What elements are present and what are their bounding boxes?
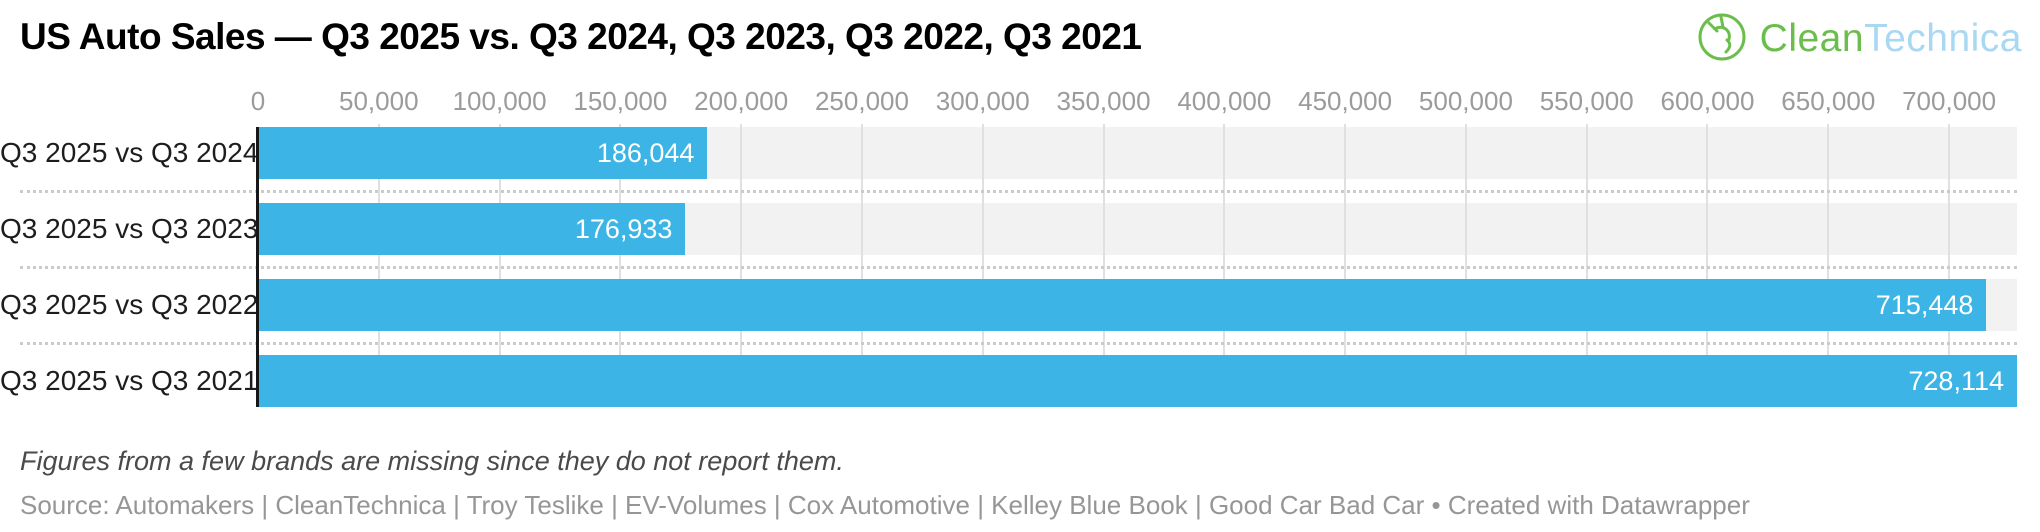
gridline (860, 124, 863, 407)
x-axis-tick-label: 300,000 (935, 86, 1030, 116)
category-label: Q3 2025 vs Q3 2021 (0, 365, 259, 396)
gridline (1948, 124, 1951, 407)
row-separator-dotted-line (20, 190, 2017, 193)
x-axis-tick-label: 450,000 (1298, 86, 1393, 116)
category-label: Q3 2025 vs Q3 2023 (0, 213, 259, 244)
chart-title: US Auto Sales — Q3 2025 vs. Q3 2024, Q3 … (20, 16, 1142, 57)
gridline (1344, 124, 1347, 407)
x-axis-tick-label: 550,000 (1539, 86, 1634, 116)
logo-text-clean: Clean (1759, 16, 1865, 60)
x-axis-tick-label: 250,000 (814, 86, 909, 116)
chart-footnote: Figures from a few brands are missing si… (20, 446, 844, 476)
x-axis-tick-label: 600,000 (1660, 86, 1755, 116)
cleantechnica-logo: CleanTechnica (1694, 8, 2022, 69)
bar: 728,114 (259, 355, 2017, 407)
bar: 715,448 (259, 279, 1987, 331)
gridline (377, 124, 380, 407)
x-axis-tick-label: 50,000 (339, 86, 419, 116)
gridline (740, 124, 743, 407)
x-axis-tick-label: 500,000 (1418, 86, 1513, 116)
row-separator-dotted-line (20, 266, 2017, 269)
category-label: Q3 2025 vs Q3 2024 (0, 137, 259, 168)
x-axis-tick-label: 200,000 (694, 86, 789, 116)
x-axis-tick-label: 350,000 (1056, 86, 1151, 116)
gridline (1223, 124, 1226, 407)
bar-value-label: 715,448 (1875, 289, 1974, 320)
chart-source-line: Source: Automakers | CleanTechnica | Tro… (20, 490, 1750, 520)
gridline (1827, 124, 1830, 407)
zero-axis-line (256, 127, 259, 407)
gridline (1706, 124, 1709, 407)
cleantechnica-logo-icon (1694, 8, 1750, 69)
x-axis-tick-label: 650,000 (1781, 86, 1876, 116)
cleantechnica-logo-text: CleanTechnica (1760, 17, 2022, 61)
category-label: Q3 2025 vs Q3 2022 (0, 289, 259, 320)
gridline (1585, 124, 1588, 407)
gridline (1464, 124, 1467, 407)
gridline (1102, 124, 1105, 407)
x-axis-tick-label: 100,000 (452, 86, 547, 116)
gridline (619, 124, 622, 407)
bar-value-label: 186,044 (596, 137, 695, 168)
logo-text-technica: Technica (1864, 16, 2022, 60)
gridline (498, 124, 501, 407)
x-axis-tick-label: 700,000 (1902, 86, 1997, 116)
bar: 186,044 (259, 127, 708, 179)
x-axis-tick-label: 150,000 (573, 86, 668, 116)
gridline (981, 124, 984, 407)
x-axis-tick-label: 0 (250, 86, 266, 116)
row-separator-dotted-line (20, 342, 2017, 345)
bar-value-label: 176,933 (574, 213, 673, 244)
bar-value-label: 728,114 (1908, 365, 2004, 396)
x-axis-tick-label: 400,000 (1177, 86, 1272, 116)
bar: 176,933 (259, 203, 686, 255)
